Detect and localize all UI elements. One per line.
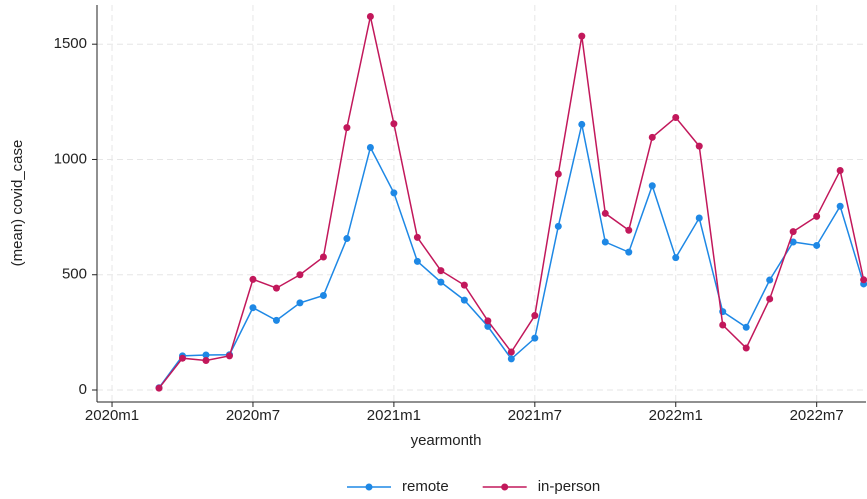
series-line — [158, 124, 865, 389]
data-point — [813, 241, 821, 249]
data-point — [296, 271, 304, 279]
data-point — [789, 238, 797, 246]
data-point — [413, 233, 421, 241]
data-point — [672, 254, 680, 262]
data-point — [319, 253, 327, 261]
data-point — [836, 167, 844, 175]
y-tick-label: 500 — [62, 266, 87, 283]
data-point — [507, 355, 515, 363]
x-axis-label: yearmonth — [411, 432, 482, 449]
legend-marker — [365, 483, 373, 491]
data-point — [601, 238, 609, 246]
x-tick-label: 2021m7 — [508, 407, 562, 424]
legend-label: remote — [402, 478, 449, 495]
data-point — [366, 143, 374, 151]
data-point — [742, 344, 750, 352]
data-point — [554, 222, 562, 230]
data-point — [695, 142, 703, 150]
x-tick-label: 2022m1 — [649, 407, 703, 424]
legend-marker — [501, 483, 509, 491]
data-point — [601, 209, 609, 217]
data-point — [766, 276, 774, 284]
data-point — [178, 354, 186, 362]
data-point — [249, 304, 257, 312]
data-point — [836, 202, 844, 210]
data-point — [390, 189, 398, 197]
data-point — [554, 170, 562, 178]
data-point — [319, 291, 327, 299]
legend-label: in-person — [538, 478, 601, 495]
data-point — [695, 214, 703, 222]
data-point — [648, 133, 656, 141]
data-point — [766, 295, 774, 303]
data-point — [437, 278, 445, 286]
x-tick-label: 2020m1 — [85, 407, 139, 424]
data-point — [343, 235, 351, 243]
data-point — [578, 32, 586, 40]
data-point — [413, 257, 421, 265]
data-point — [460, 296, 468, 304]
data-point — [625, 226, 633, 234]
data-point — [437, 267, 445, 275]
data-point — [719, 321, 727, 329]
data-point — [272, 284, 280, 292]
data-point — [507, 348, 515, 356]
data-point — [272, 316, 280, 324]
data-point — [860, 276, 867, 284]
y-tick-label: 1500 — [54, 35, 87, 52]
data-point — [813, 212, 821, 220]
data-point — [672, 114, 680, 122]
series-line — [158, 16, 865, 389]
data-point — [249, 275, 257, 283]
data-point — [366, 13, 374, 21]
data-point — [531, 334, 539, 342]
data-point — [648, 182, 656, 190]
x-tick-label: 2021m1 — [367, 407, 421, 424]
x-tick-label: 2022m7 — [790, 407, 844, 424]
y-tick-label: 1000 — [54, 150, 87, 167]
data-point — [460, 281, 468, 289]
x-tick-label: 2020m7 — [226, 407, 280, 424]
data-point — [484, 317, 492, 325]
data-point — [390, 120, 398, 128]
y-tick-label: 0 — [79, 381, 87, 398]
data-point — [531, 312, 539, 320]
data-point — [202, 357, 210, 365]
data-point — [789, 228, 797, 236]
data-point — [202, 351, 210, 359]
data-point — [225, 352, 233, 360]
data-point — [625, 248, 633, 256]
y-axis-label: (mean) covid_case — [9, 140, 26, 267]
data-point — [742, 323, 750, 331]
data-point — [343, 124, 351, 132]
data-point — [484, 322, 492, 330]
data-point — [578, 120, 586, 128]
data-point — [296, 299, 304, 307]
data-point — [155, 384, 163, 392]
